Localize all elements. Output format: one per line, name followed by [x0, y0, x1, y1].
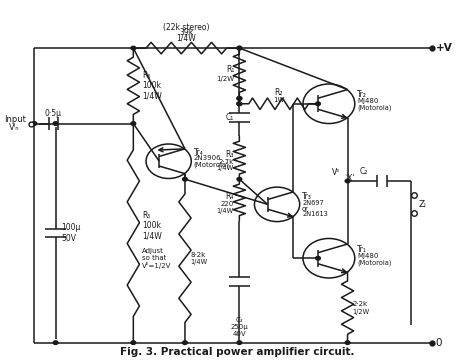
Text: 220: 220 [220, 201, 234, 207]
Circle shape [316, 256, 320, 260]
Circle shape [345, 179, 350, 183]
Circle shape [316, 102, 320, 106]
Circle shape [32, 122, 36, 125]
Text: 0: 0 [436, 338, 442, 348]
Text: (22k stereo): (22k stereo) [163, 23, 210, 32]
Text: or: or [302, 206, 309, 212]
Circle shape [237, 341, 242, 345]
Text: R₄: R₄ [225, 192, 234, 201]
Text: R₃: R₃ [225, 150, 234, 159]
Text: Tr₃: Tr₃ [302, 192, 312, 201]
Text: R₆
100k
1/4W: R₆ 100k 1/4W [142, 71, 162, 101]
Text: 2N697: 2N697 [302, 199, 324, 206]
Circle shape [237, 97, 242, 100]
Text: (Motorola): (Motorola) [357, 105, 392, 111]
Text: 1/2W: 1/2W [352, 309, 369, 315]
Circle shape [237, 102, 242, 106]
Text: 1/4W: 1/4W [217, 165, 234, 172]
Circle shape [182, 341, 187, 345]
Text: 1W: 1W [273, 97, 284, 103]
Circle shape [237, 46, 242, 50]
Text: 'X': 'X' [345, 174, 355, 183]
Text: Fig. 3. Practical power amplifier circuit.: Fig. 3. Practical power amplifier circui… [120, 347, 354, 357]
Text: Tr₂: Tr₂ [357, 90, 367, 99]
Text: (Motorola): (Motorola) [357, 259, 392, 266]
Circle shape [53, 122, 58, 125]
Text: C₃
250μ
40V: C₃ 250μ 40V [230, 317, 248, 337]
Text: (Motorola): (Motorola) [194, 161, 229, 168]
Text: 2N1613: 2N1613 [302, 211, 328, 218]
Text: 39k: 39k [179, 28, 193, 37]
Text: +V: +V [436, 43, 453, 53]
Circle shape [237, 177, 242, 181]
Text: 8·2k: 8·2k [191, 252, 206, 257]
Text: C₁: C₁ [226, 113, 234, 122]
Text: 1/2W: 1/2W [217, 76, 235, 81]
Text: 1/4W: 1/4W [176, 34, 196, 43]
Text: 1/4W: 1/4W [191, 260, 208, 265]
Circle shape [131, 46, 136, 50]
Circle shape [345, 341, 350, 345]
Circle shape [131, 341, 136, 345]
Text: 100μ
50V: 100μ 50V [61, 223, 81, 243]
Text: MJ480: MJ480 [357, 98, 379, 104]
Circle shape [237, 97, 242, 100]
Circle shape [237, 102, 242, 106]
Circle shape [53, 341, 58, 345]
Text: Adjust
so that
Vᴱ=1/2V: Adjust so that Vᴱ=1/2V [142, 248, 171, 269]
Text: 1/4W: 1/4W [217, 208, 234, 214]
Circle shape [182, 177, 187, 181]
Text: C₂: C₂ [360, 167, 368, 176]
Text: R₅
100k
1/4W: R₅ 100k 1/4W [142, 211, 162, 241]
Text: 0·5μ: 0·5μ [45, 109, 62, 118]
Text: 2·7k: 2·7k [219, 159, 234, 165]
Text: R₂: R₂ [274, 88, 283, 97]
Text: Vᴱ: Vᴱ [332, 168, 340, 177]
Text: Zₗ: Zₗ [419, 200, 426, 209]
Text: Input: Input [4, 115, 26, 124]
Circle shape [131, 122, 136, 125]
Circle shape [237, 46, 242, 50]
Text: 2·2k: 2·2k [352, 301, 367, 307]
Text: Vᴵₙ: Vᴵₙ [9, 123, 19, 132]
Text: MJ480: MJ480 [357, 253, 379, 259]
Text: 2N3906: 2N3906 [194, 155, 221, 161]
Text: Tr₄: Tr₄ [194, 148, 203, 157]
Text: Tr₁: Tr₁ [357, 245, 367, 254]
Text: R₁: R₁ [226, 65, 235, 74]
